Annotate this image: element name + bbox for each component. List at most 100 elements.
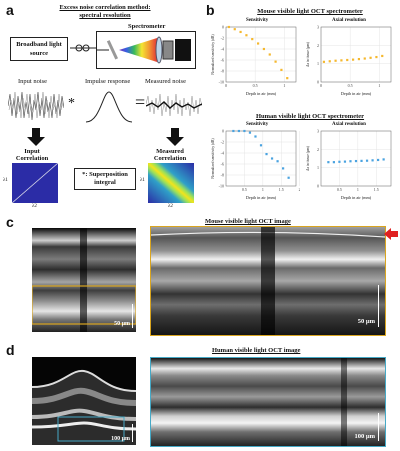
data-point	[351, 58, 355, 61]
plot-frame	[320, 130, 392, 187]
y-tick-label: -10	[219, 80, 224, 85]
y-tick-label: -8	[221, 173, 224, 178]
impulse-response-plot	[86, 91, 132, 123]
human-oct-zoom: 100 μm	[150, 357, 386, 447]
input-axis-l2: λ2	[32, 204, 37, 209]
panel-a-title-line2: spectral resolution	[79, 12, 131, 19]
data-point	[251, 38, 254, 41]
panel-a-label: a	[6, 2, 14, 18]
x-tick-label: 1	[262, 187, 264, 192]
data-point	[280, 68, 283, 71]
x-tick-label: 1.5	[374, 187, 379, 192]
data-point	[363, 57, 366, 60]
measured-correlation-map	[148, 163, 194, 203]
equals-operator: =	[135, 92, 146, 112]
mouse-oct-overview-image	[32, 228, 136, 332]
y-tick-label: -6	[221, 162, 224, 167]
data-point	[377, 158, 380, 162]
y-tick-label: 2	[317, 43, 319, 48]
data-point	[227, 25, 231, 29]
data-point	[343, 160, 347, 163]
data-point	[369, 56, 372, 59]
x-tick-label: 1	[283, 83, 285, 88]
light-source-label: Broadband light source	[16, 41, 62, 57]
data-point	[237, 129, 240, 133]
panel-d-title: Human visible light OCT image	[212, 347, 301, 354]
panel-b-label: b	[206, 2, 215, 18]
mouse-sensitivity-title: Sensitivity	[246, 18, 269, 23]
human-scale-right-bar	[377, 413, 379, 441]
data-point	[245, 34, 248, 37]
input-correlation-map	[12, 163, 58, 203]
human-oct-overview: 100 μm	[32, 357, 136, 445]
data-point	[259, 144, 263, 147]
panel-d-label: d	[6, 342, 15, 358]
input-noise-plot	[8, 91, 64, 121]
data-point	[340, 59, 343, 62]
data-point	[357, 57, 361, 61]
x-tick-label: 0	[320, 83, 322, 88]
data-point	[382, 158, 385, 161]
data-point	[248, 131, 252, 134]
human-spectrometer-title: Human visible light OCT spectrometer	[255, 113, 365, 120]
human-sensitivity-title: Sensitivity	[246, 122, 269, 127]
data-point	[233, 28, 236, 31]
convolution-operator: *	[68, 96, 75, 111]
y-axis-label: Normalized sensitivity (dB)	[211, 138, 215, 179]
y-tick-label: -10	[219, 184, 224, 189]
mouse-scale-right-bar	[377, 285, 379, 327]
mouse-oct-zoom: 50 μm	[150, 226, 386, 336]
mouse-oct-zoom-image	[151, 227, 385, 335]
x-tick-label: 0.5	[348, 83, 353, 88]
human-oct-zoom-image	[151, 358, 385, 446]
y-tick-label: 0	[317, 80, 319, 85]
measured-noise-plot	[146, 93, 202, 117]
impulse-response-label: Impulse response	[85, 78, 131, 85]
y-tick-label: -6	[221, 58, 224, 63]
data-point	[270, 157, 274, 160]
x-tick-label: 0.5	[242, 187, 247, 192]
data-point	[262, 47, 266, 51]
measured-axis-l2: λ2	[168, 204, 173, 209]
data-point	[322, 60, 326, 63]
data-point	[328, 60, 331, 63]
data-point	[239, 30, 242, 34]
data-point	[338, 160, 341, 163]
x-tick-label: 0.5	[337, 187, 342, 192]
data-point	[327, 161, 330, 164]
data-point	[254, 135, 257, 138]
data-point	[276, 160, 279, 163]
y-tick-label: 3	[317, 25, 319, 30]
data-point	[265, 153, 268, 156]
human-scale-left: 100 μm	[111, 436, 130, 442]
superposition-label: *: Superposition integral	[82, 171, 128, 186]
y-tick-label: 0	[222, 129, 224, 134]
data-point	[256, 42, 260, 45]
data-point	[268, 53, 271, 56]
down-arrow-left-icon	[27, 128, 45, 146]
panel-c-title: Mouse visible light OCT image	[205, 218, 291, 225]
x-axis-label: Depth in air (mm)	[341, 195, 372, 200]
input-axis-l1: λ1	[3, 178, 8, 183]
y-tick-label: -2	[221, 140, 224, 145]
x-axis-label: Depth in air (mm)	[246, 195, 277, 200]
panel-c-label: c	[6, 214, 14, 230]
data-point	[375, 55, 378, 59]
data-point	[354, 159, 358, 163]
data-point	[365, 159, 369, 162]
mouse-scale-left-bar	[131, 304, 133, 328]
measured-axis-l1: λ1	[140, 178, 145, 183]
x-tick-label: 1	[357, 187, 359, 192]
light-source-box: Broadband light source	[10, 37, 68, 61]
x-tick-label: 1	[378, 83, 380, 88]
x-tick-label: 0.5	[253, 83, 258, 88]
measured-correlation-label: Measured Correlation	[153, 148, 187, 162]
y-tick-label: 1	[317, 165, 319, 170]
y-axis-label: Δz in tissue (μm)	[306, 145, 310, 171]
panel-a-title-line1: Excess noise correlation method:	[59, 4, 151, 11]
human-scale-left-bar	[131, 424, 133, 442]
data-point	[371, 159, 374, 162]
human-oct-overview-image	[32, 369, 136, 445]
